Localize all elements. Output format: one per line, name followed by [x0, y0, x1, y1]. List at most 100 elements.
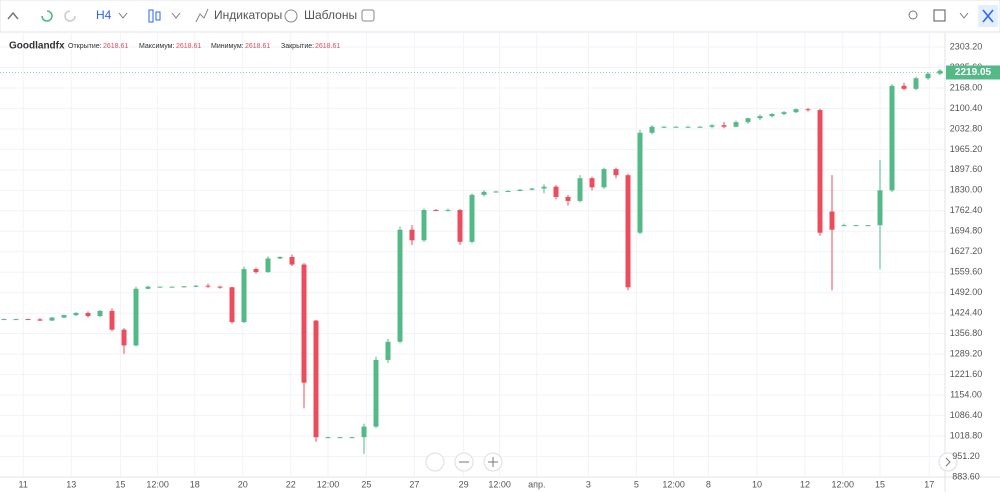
y-tick-label: 1492.00 — [950, 287, 983, 297]
candle-body — [685, 126, 691, 128]
candle-body — [721, 125, 727, 127]
x-tick-label: 29 — [459, 479, 469, 489]
candle-body — [397, 229, 403, 342]
candle-body — [73, 313, 79, 316]
candle-body — [145, 286, 151, 289]
y-tick-label: 2032.80 — [950, 123, 983, 133]
candle-body — [913, 78, 919, 89]
symbol: Goodlandfx — [9, 41, 65, 52]
candle-body — [589, 178, 595, 188]
redo-button[interactable] — [64, 10, 76, 22]
candle-body — [517, 189, 523, 191]
candle-body — [457, 210, 463, 242]
candle-body — [577, 178, 583, 201]
candle-body — [313, 320, 319, 438]
y-tick-label: 1154.00 — [950, 389, 982, 399]
indicators-icon — [195, 8, 209, 23]
collapse-button[interactable] — [7, 11, 19, 20]
scroll-right-button[interactable] — [938, 452, 958, 472]
fullscreen-icon — [982, 9, 994, 23]
candle-body — [661, 126, 667, 128]
candle-body — [169, 286, 175, 288]
candle-body — [97, 310, 103, 317]
interval-dropdown[interactable] — [118, 12, 128, 19]
candle-body — [421, 210, 427, 241]
x-tick-label: 20 — [238, 479, 248, 489]
y-tick-label: 1559.60 — [950, 267, 983, 277]
candle-body — [445, 210, 451, 212]
x-tick-label: 13 — [66, 479, 76, 489]
candle-body — [289, 256, 295, 265]
x-tick-label: 25 — [361, 479, 371, 489]
y-tick-label: 2100.40 — [950, 103, 983, 113]
candle-body — [217, 286, 223, 288]
chart-type-button[interactable] — [148, 9, 154, 23]
candle-body — [181, 286, 187, 288]
y-tick-label: 1694.80 — [950, 226, 983, 236]
candle-body — [541, 186, 547, 189]
save-button[interactable] — [933, 9, 946, 22]
candle-body — [637, 132, 643, 233]
candle-body — [265, 258, 271, 273]
interval-button[interactable]: H4 — [96, 8, 112, 22]
legend-value: 2618.61 — [103, 43, 128, 50]
candle-body — [469, 194, 475, 242]
undo-button[interactable] — [41, 10, 53, 22]
candle-body — [781, 112, 787, 114]
legend-label: Максимум: — [139, 43, 174, 50]
candle-body — [157, 286, 163, 288]
search-button[interactable] — [908, 10, 918, 20]
candle-body — [61, 315, 67, 318]
x-tick-label: 3 — [586, 479, 591, 489]
candle-body — [481, 191, 487, 195]
y-tick-label: 1086.40 — [950, 410, 983, 420]
candle-body — [889, 85, 895, 191]
y-tick-label: 1018.80 — [950, 430, 983, 440]
candle-body — [925, 73, 931, 79]
candle-body — [565, 196, 571, 201]
candle-body — [409, 229, 415, 241]
candle-body — [769, 113, 775, 117]
legend-label: Минимум: — [211, 43, 244, 50]
screenshot-button[interactable] — [361, 9, 375, 22]
candle-body — [529, 188, 535, 190]
candle-body — [325, 437, 331, 439]
x-tick-label: 12 — [800, 479, 810, 489]
x-tick-label: 11 — [19, 479, 28, 489]
candle-body — [109, 310, 115, 330]
candle-body — [865, 225, 871, 227]
candle-body — [253, 269, 259, 273]
x-tick-label: 12:00 — [146, 479, 169, 489]
templates-button[interactable]: Шаблоны — [304, 8, 357, 22]
candle-body — [49, 317, 55, 321]
templates-icon — [284, 9, 298, 23]
candle-body — [505, 190, 511, 192]
last-price-label: 2219.05 — [955, 67, 992, 78]
x-tick-label: 8 — [706, 479, 711, 489]
save-dropdown[interactable] — [959, 12, 969, 19]
y-tick-label: 2168.00 — [950, 82, 983, 92]
scroll-right-icon — [945, 457, 951, 467]
reset-button[interactable] — [425, 452, 445, 472]
y-tick-label: 1627.20 — [950, 246, 983, 256]
candle-body — [553, 186, 559, 197]
zoom-in-icon — [488, 457, 498, 467]
y-tick-label: 1897.60 — [950, 164, 983, 174]
candle-body — [853, 225, 859, 227]
candle-body — [829, 211, 835, 230]
candle-body — [601, 169, 607, 188]
candle-body — [901, 85, 907, 89]
candle-body — [817, 110, 823, 233]
candle-body — [301, 264, 307, 383]
chart-type-dropdown[interactable] — [171, 12, 181, 19]
candle-body — [337, 437, 343, 439]
candle-body — [385, 341, 391, 360]
candle-body — [709, 125, 715, 127]
candle-body — [745, 118, 751, 123]
ohlc-legend: Открытие: 2618.61 Максимум: 2618.61 Мини… — [68, 43, 340, 50]
candle-body — [493, 191, 499, 193]
indicators-button[interactable]: Индикаторы — [214, 8, 282, 22]
candle-body — [805, 109, 811, 111]
y-tick-label: 2303.20 — [950, 41, 983, 51]
candle-body — [121, 329, 127, 346]
